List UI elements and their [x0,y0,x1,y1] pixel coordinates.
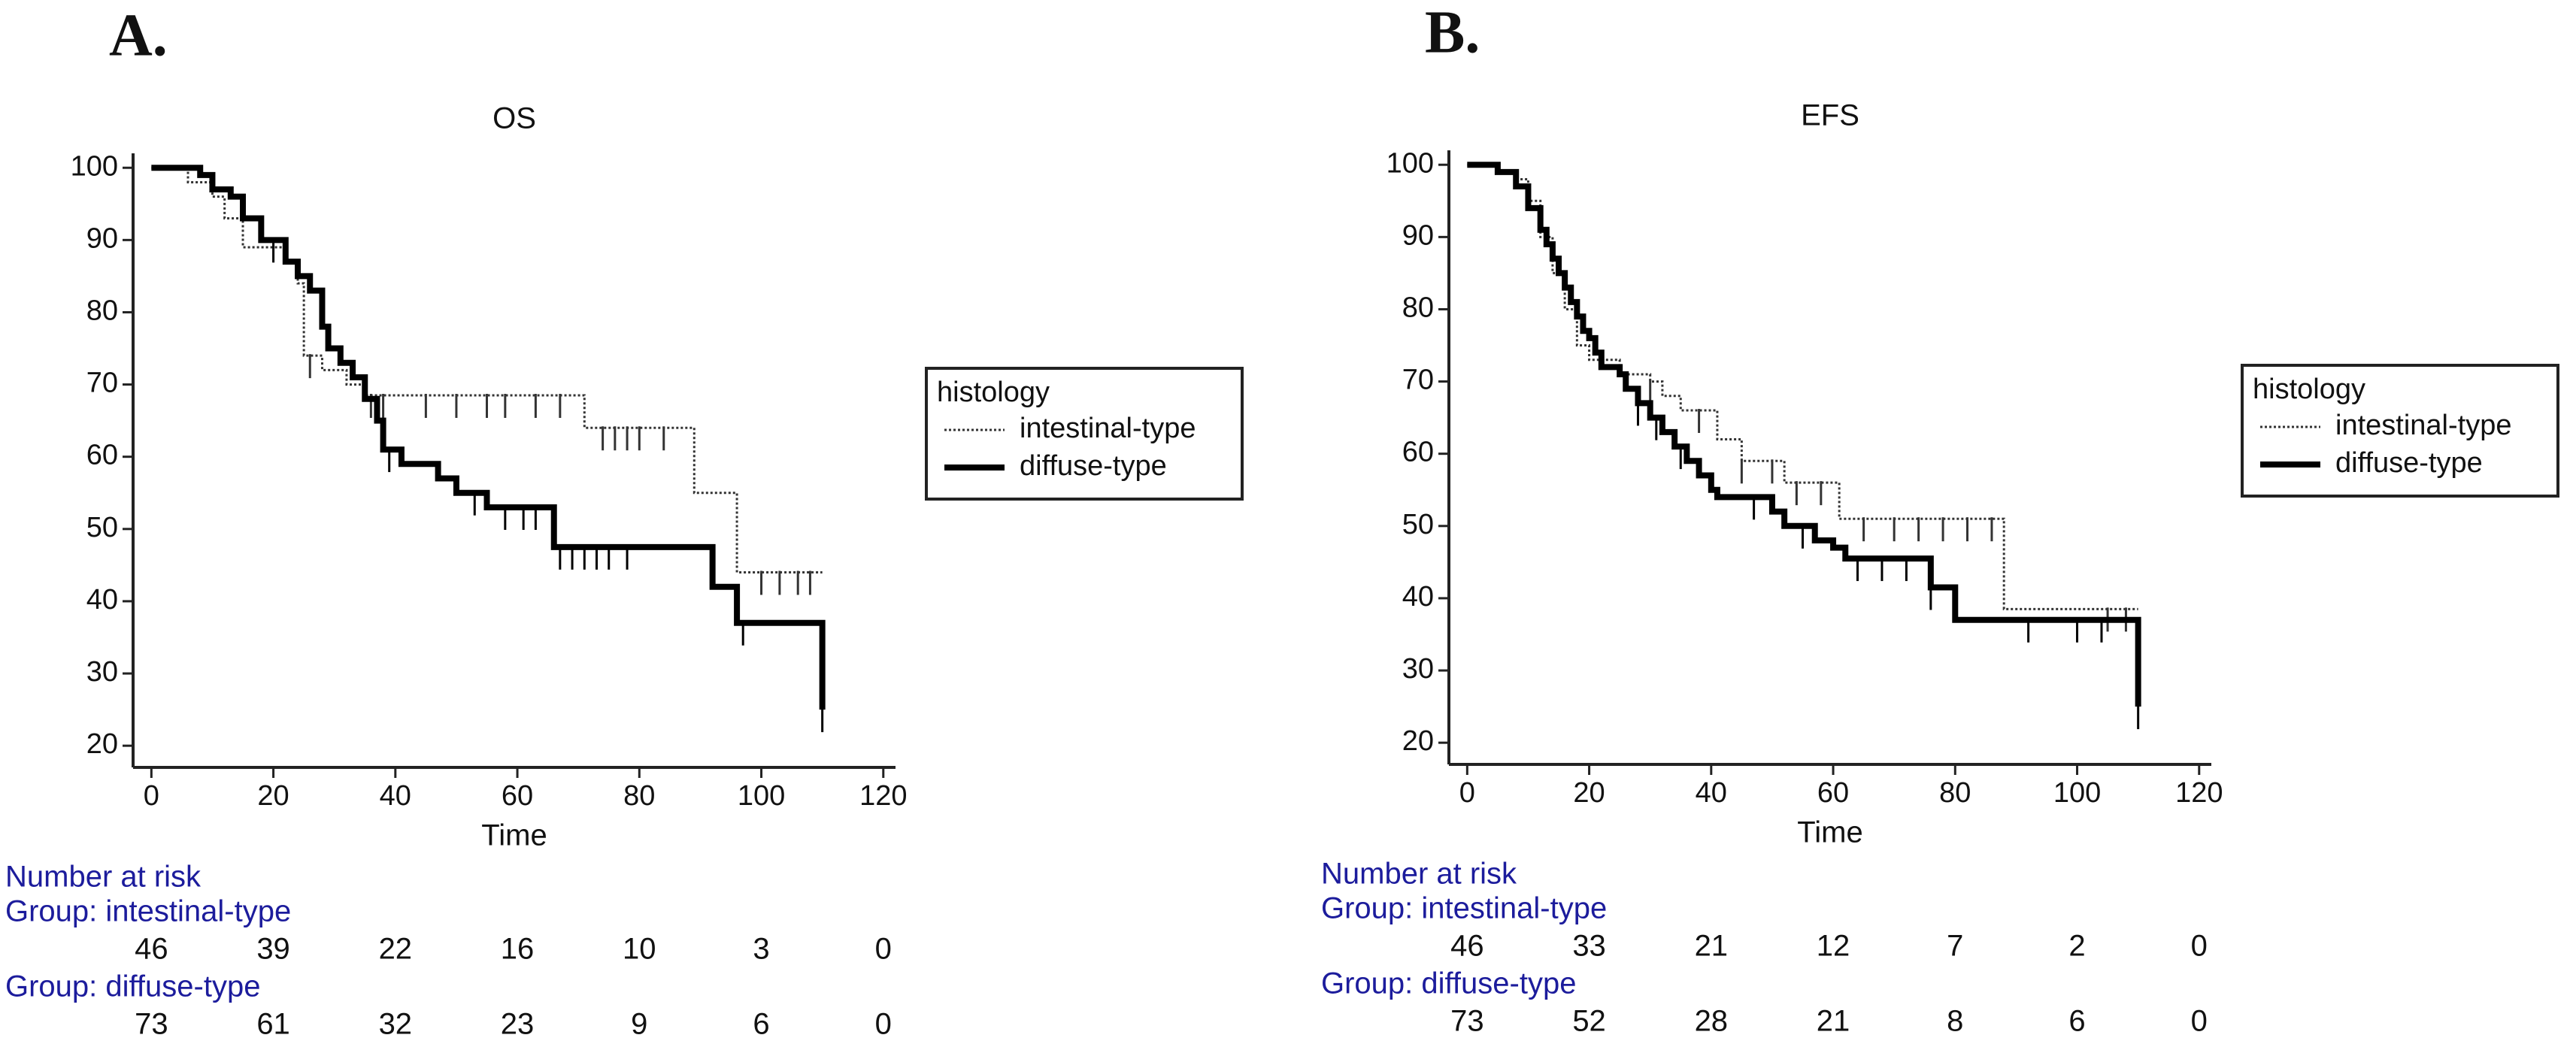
x-tick-label: 80 [623,780,655,812]
y-tick-label: 30 [86,656,118,688]
panel-label: B. [1425,0,1480,65]
legend-label: diffuse-type [1020,450,1167,482]
legend-box [2241,364,2559,498]
risk-count: 0 [2191,1005,2208,1038]
survival-curve [1467,162,2141,707]
legend-label: intestinal-type [1020,413,1196,444]
risk-count: 61 [256,1008,290,1041]
x-tick-label: 60 [1817,777,1849,809]
x-axis-label: Time [481,819,547,852]
y-tick-label: 70 [86,368,118,399]
legend-label: intestinal-type [2335,410,2511,441]
risk-count: 46 [135,933,168,966]
y-tick-label: 30 [1402,653,1434,685]
risk-count: 12 [1817,930,1850,963]
x-tick-label: 40 [380,780,411,812]
legend-title: histology [2253,374,2365,405]
x-tick-label: 100 [2053,777,2101,809]
x-tick-label: 20 [1573,777,1605,809]
risk-count: 16 [501,933,535,966]
y-tick-label: 80 [1402,292,1434,323]
y-tick-label: 70 [1402,365,1434,396]
survival-curve [151,166,823,573]
risk-count: 0 [875,933,892,966]
x-tick-label: 60 [502,780,533,812]
x-tick-label: 0 [144,780,159,812]
risk-count: 10 [623,933,656,966]
risk-count: 6 [2068,1005,2085,1038]
risk-count: 73 [135,1008,168,1041]
x-tick-label: 120 [2175,777,2223,809]
risk-count: 2 [2068,930,2085,963]
x-tick-label: 100 [738,780,785,812]
risk-count: 8 [1947,1005,1963,1038]
y-tick-label: 90 [86,222,118,254]
risk-group-label: Group: intestinal-type [5,895,291,928]
risk-count: 23 [501,1008,535,1041]
risk-group-label: Group: intestinal-type [1321,892,1607,925]
x-axis-label: Time [1797,816,1862,849]
y-tick-label: 90 [1402,219,1434,251]
risk-count: 21 [1817,1005,1850,1038]
y-tick-label: 60 [86,440,118,471]
risk-group-label: Group: diffuse-type [5,970,260,1003]
risk-count: 39 [256,933,290,966]
risk-count: 33 [1572,930,1606,963]
y-tick-label: 40 [86,584,118,616]
x-tick-label: 120 [859,780,907,812]
panel-label: A. [109,2,168,68]
risk-count: 22 [379,933,413,966]
y-tick-label: 20 [1402,725,1434,757]
risk-count: 0 [875,1008,892,1041]
survival-curve [151,165,826,710]
risk-count: 7 [1947,930,1963,963]
x-tick-label: 0 [1459,777,1475,809]
risk-count: 28 [1695,1005,1729,1038]
y-tick-label: 20 [86,728,118,760]
y-tick-label: 100 [71,150,118,182]
risk-count: 46 [1450,930,1484,963]
risk-count: 9 [631,1008,647,1041]
legend-box [925,367,1244,501]
risk-group-label: Group: diffuse-type [1321,967,1576,1000]
risk-count: 6 [753,1008,769,1041]
risk-count: 0 [2191,930,2208,963]
risk-count: 32 [379,1008,413,1041]
risk-table-title: Number at risk [5,861,202,894]
chart-title: EFS [1801,99,1859,132]
legend-title: histology [937,377,1050,408]
y-tick-label: 80 [86,295,118,326]
risk-count: 3 [753,933,769,966]
y-tick-label: 50 [86,512,118,543]
y-tick-label: 60 [1402,437,1434,468]
risk-count: 73 [1450,1005,1484,1038]
chart-title: OS [492,102,536,135]
legend-label: diffuse-type [2335,447,2483,479]
x-tick-label: 20 [257,780,289,812]
x-tick-label: 80 [1939,777,1971,809]
y-tick-label: 50 [1402,509,1434,540]
risk-count: 52 [1572,1005,1606,1038]
x-tick-label: 40 [1696,777,1727,809]
y-tick-label: 40 [1402,581,1434,613]
risk-table-title: Number at risk [1321,858,1517,891]
risk-count: 21 [1695,930,1729,963]
y-tick-label: 100 [1386,147,1434,179]
